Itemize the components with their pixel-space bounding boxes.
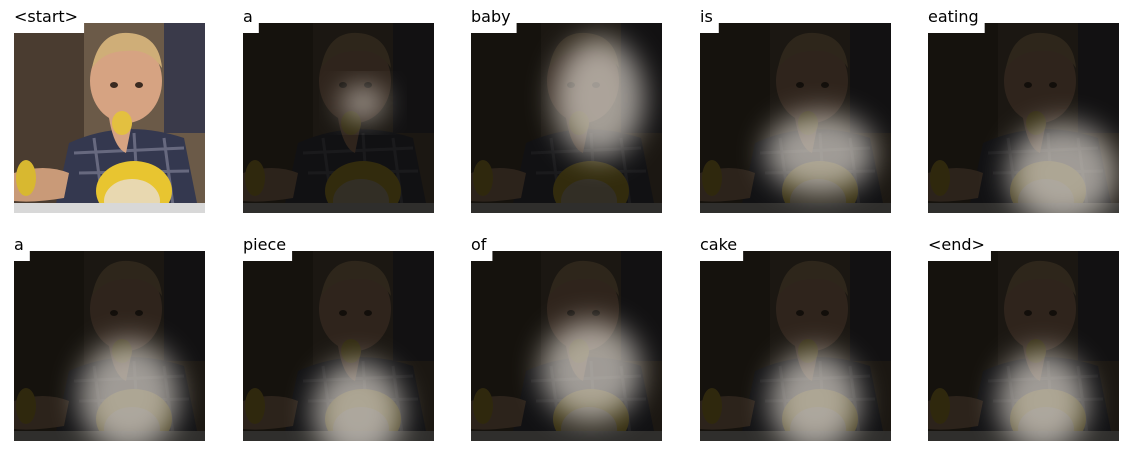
attention-image: [471, 23, 662, 213]
label-bg: [471, 7, 517, 33]
attention-image: [14, 23, 205, 213]
word-label: piece: [243, 235, 286, 254]
attention-spot: [79, 341, 179, 441]
panel: is: [700, 7, 891, 213]
attention-spot: [554, 38, 644, 158]
panel: a: [14, 235, 205, 441]
label-bg: [14, 7, 85, 33]
panel: eating: [928, 7, 1119, 213]
attention-spot: [1008, 123, 1118, 213]
word-label: a: [243, 7, 253, 26]
attention-spot: [770, 351, 860, 441]
attention-spot: [313, 361, 403, 441]
word-label: cake: [700, 235, 737, 254]
attention-spot: [765, 113, 875, 193]
label-bg: [928, 7, 985, 33]
attention-image: [928, 23, 1119, 213]
word-label: <end>: [928, 235, 985, 254]
word-label: of: [471, 235, 487, 254]
attention-spot: [998, 351, 1088, 441]
label-bg: [700, 7, 719, 33]
label-bg: [471, 235, 493, 261]
panel: <end>: [928, 235, 1119, 441]
word-label: <start>: [14, 7, 78, 26]
word-label: is: [700, 7, 713, 26]
attention-image: [928, 251, 1119, 441]
word-label: baby: [471, 7, 511, 26]
dim-overlay: [243, 23, 434, 213]
scene-image: [14, 23, 205, 213]
label-bg: [243, 7, 259, 33]
word-label: a: [14, 235, 24, 254]
label-bg: [14, 235, 30, 261]
panel: of: [471, 235, 662, 441]
panel: <start>: [14, 7, 205, 213]
panel: baby: [471, 7, 662, 213]
panel: a: [243, 7, 434, 213]
attention-spot: [541, 321, 641, 421]
attention-image: [471, 251, 662, 441]
panel: cake: [700, 235, 891, 441]
attention-image: [14, 251, 205, 441]
label-bg: [700, 235, 744, 261]
label-bg: [928, 235, 991, 261]
attention-image: [243, 251, 434, 441]
attention-image: [700, 251, 891, 441]
panel: piece: [243, 235, 434, 441]
word-label: eating: [928, 7, 979, 26]
attention-image: [700, 23, 891, 213]
attention-spot: [341, 87, 385, 119]
label-bg: [243, 235, 293, 261]
attention-image: [243, 23, 434, 213]
